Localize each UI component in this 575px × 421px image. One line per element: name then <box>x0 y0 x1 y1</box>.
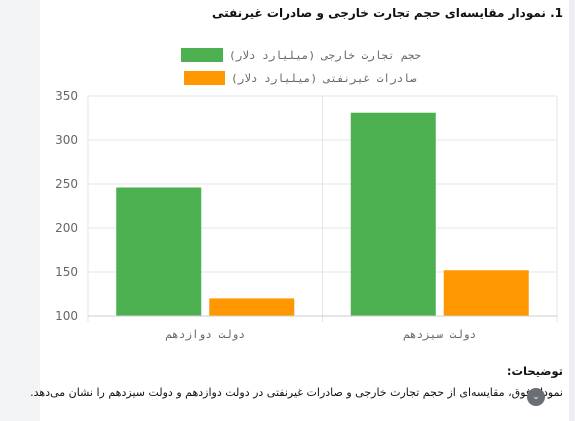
chart-heading: 1. نمودار مقایسه‌ای حجم تجارت خارجی و صا… <box>212 6 563 20</box>
y-tick-label: 200 <box>55 221 78 235</box>
notes-text: نمودار فوق، مقایسه‌ای از حجم تجارت خارجی… <box>30 386 563 399</box>
x-tick-label: دولت سیزدهم <box>403 328 476 341</box>
y-tick-label: 250 <box>55 177 78 191</box>
notes-title: توضیحات: <box>506 364 563 378</box>
legend-label-1: حجم تجارت خارجی (میلیارد دلار) <box>229 49 421 62</box>
bar-chart: 100 150 200 250 300 350 دولت دوازدهم دولت سیزده… <box>55 48 558 341</box>
legend-swatch-2 <box>184 71 225 85</box>
legend-label-2: صادرات غیرنفتی (میلیارد دلار) <box>231 72 417 85</box>
y-tick-label: 350 <box>55 89 78 103</box>
bar-foreign-trade-1 <box>116 187 202 316</box>
bar-non-oil-exports-1 <box>209 298 295 316</box>
y-tick-label: 100 <box>55 309 78 323</box>
scroll-down-icon[interactable]: ⌄ <box>527 388 545 406</box>
x-tick-label: دولت دوازدهم <box>166 328 245 341</box>
scrollbar[interactable] <box>569 0 575 421</box>
bar-foreign-trade-2 <box>350 112 436 316</box>
y-tick-label: 300 <box>55 133 78 147</box>
bar-non-oil-exports-2 <box>443 270 529 316</box>
y-tick-label: 150 <box>55 265 78 279</box>
legend-swatch-1 <box>181 48 223 62</box>
